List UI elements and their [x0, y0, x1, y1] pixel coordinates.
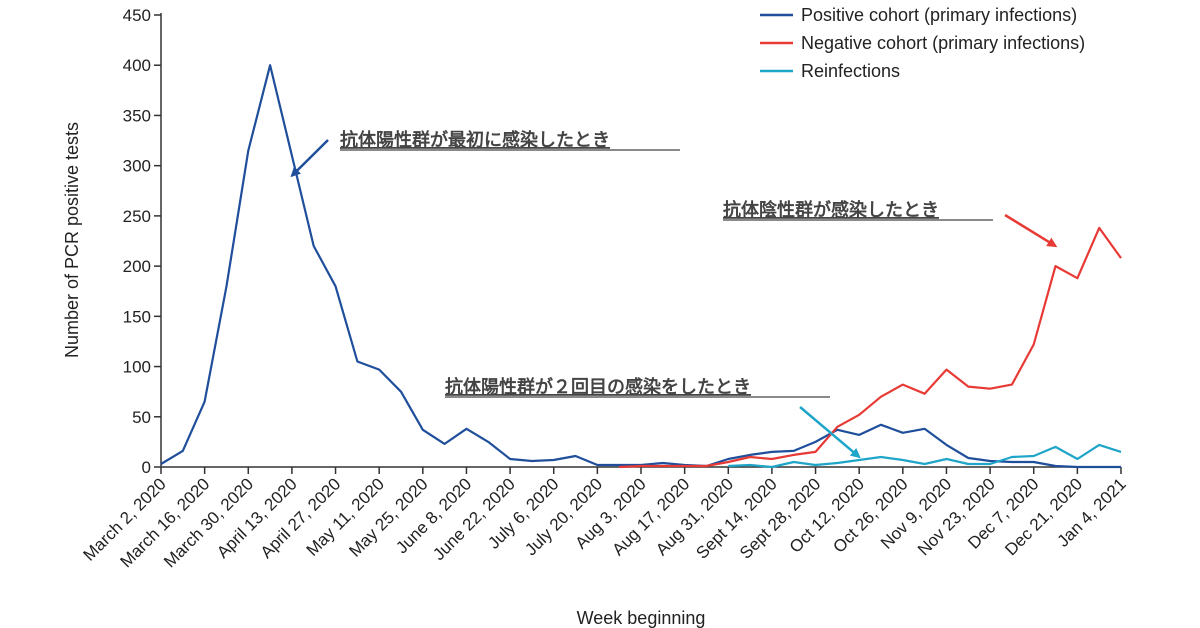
x-axis-title: Week beginning	[577, 608, 706, 628]
y-tick-label: 450	[123, 6, 151, 25]
series-lines	[160, 64, 1122, 469]
annotation-text: 抗体陽性群が最初に感染したとき	[340, 129, 610, 151]
y-tick-label: 150	[123, 307, 151, 326]
y-tick-label: 100	[123, 358, 151, 377]
y-tick-label: 400	[123, 56, 151, 75]
series-line-2	[619, 226, 1122, 469]
legend-label: Positive cohort (primary infections)	[801, 5, 1077, 25]
annotation-arrow	[290, 139, 329, 178]
annotation-arrow	[1004, 213, 1058, 248]
y-tick-label: 0	[142, 458, 151, 477]
y-tick-label: 350	[123, 106, 151, 125]
y-tick-label: 300	[123, 157, 151, 176]
y-tick-label: 50	[132, 408, 151, 427]
legend-label: Reinfections	[801, 61, 900, 81]
y-tick-label: 200	[123, 257, 151, 276]
annotation-text: 抗体陰性群が感染したとき	[723, 199, 939, 221]
y-tick-label: 250	[123, 207, 151, 226]
legend: Positive cohort (primary infections) Nega…	[760, 5, 1085, 81]
series-line-1	[160, 64, 1121, 469]
annotations: 抗体陽性群が最初に感染したとき抗体陰性群が感染したとき抗体陽性群が２回目の感染を…	[290, 129, 1058, 459]
annotation-text: 抗体陽性群が２回目の感染をしたとき	[445, 376, 751, 398]
y-axis-title: Number of PCR positive tests	[62, 122, 82, 358]
annotation-arrow	[799, 406, 861, 459]
series-line-3	[728, 443, 1122, 469]
legend-label: Negative cohort (primary infections)	[801, 33, 1085, 53]
